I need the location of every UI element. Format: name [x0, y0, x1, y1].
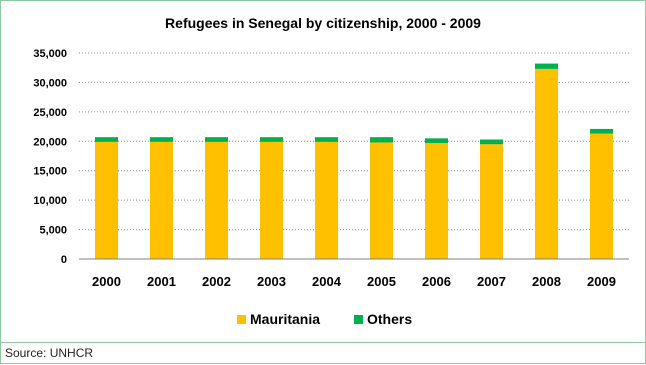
bar-others: [95, 137, 118, 142]
bar-others: [590, 128, 613, 134]
source-text: Source: UNHCR: [5, 346, 94, 360]
x-tick-label: 2003: [257, 274, 286, 289]
bar-chart: Refugees in Senegal by citizenship, 2000…: [33, 15, 629, 327]
bar-others: [150, 137, 173, 142]
legend-swatch-others: [354, 315, 363, 324]
y-tick-label: 15,000: [33, 166, 67, 178]
x-tick-label: 2007: [477, 274, 506, 289]
bar-others: [535, 63, 558, 69]
bar-mauritania: [480, 144, 503, 259]
source-bar: Source: UNHCR: [0, 343, 646, 364]
legend-swatch-mauritania: [237, 315, 246, 324]
bar-mauritania: [205, 141, 228, 259]
bar-mauritania: [95, 141, 118, 259]
bar-mauritania: [535, 68, 558, 260]
bar-mauritania: [590, 133, 613, 259]
legend-label-mauritania: Mauritania: [250, 311, 320, 327]
y-tick-label: 0: [61, 254, 67, 266]
y-tick-label: 5,000: [39, 225, 67, 237]
y-axis-ticks: 0 5,000 10,000 15,000 20,000 25,000 30,000 35,0…: [33, 48, 67, 266]
bars: [95, 63, 613, 260]
bar-mauritania: [425, 143, 448, 259]
bar-mauritania: [260, 141, 283, 259]
bar-others: [370, 137, 393, 143]
x-tick-label: 2004: [312, 274, 342, 289]
chart-title: Refugees in Senegal by citizenship, 2000…: [165, 15, 481, 31]
x-tick-label: 2000: [92, 274, 121, 289]
bar-others: [260, 137, 283, 142]
x-tick-label: 2009: [587, 274, 616, 289]
x-tick-label: 2005: [367, 274, 396, 289]
x-tick-label: 2002: [202, 274, 231, 289]
bar-mauritania: [150, 141, 173, 259]
chart-frame: Refugees in Senegal by citizenship, 2000…: [0, 0, 646, 343]
bar-others: [425, 138, 448, 144]
y-tick-label: 10,000: [33, 195, 67, 207]
legend: Mauritania Others: [237, 311, 412, 327]
legend-label-others: Others: [367, 311, 412, 327]
x-tick-label: 2006: [422, 274, 451, 289]
y-tick-label: 20,000: [33, 136, 67, 148]
y-tick-label: 30,000: [33, 77, 67, 89]
x-axis-ticks: 2000 2001 2002 2003 2004 2005 2006 2007 2008 2009: [92, 274, 616, 289]
bar-others: [315, 137, 338, 142]
y-tick-label: 35,000: [33, 48, 67, 60]
bar-mauritania: [370, 142, 393, 259]
bar-mauritania: [315, 141, 338, 259]
x-tick-label: 2001: [147, 274, 176, 289]
bar-others: [205, 137, 228, 142]
bar-others: [480, 139, 503, 145]
y-tick-label: 25,000: [33, 107, 67, 119]
x-tick-label: 2008: [532, 274, 561, 289]
